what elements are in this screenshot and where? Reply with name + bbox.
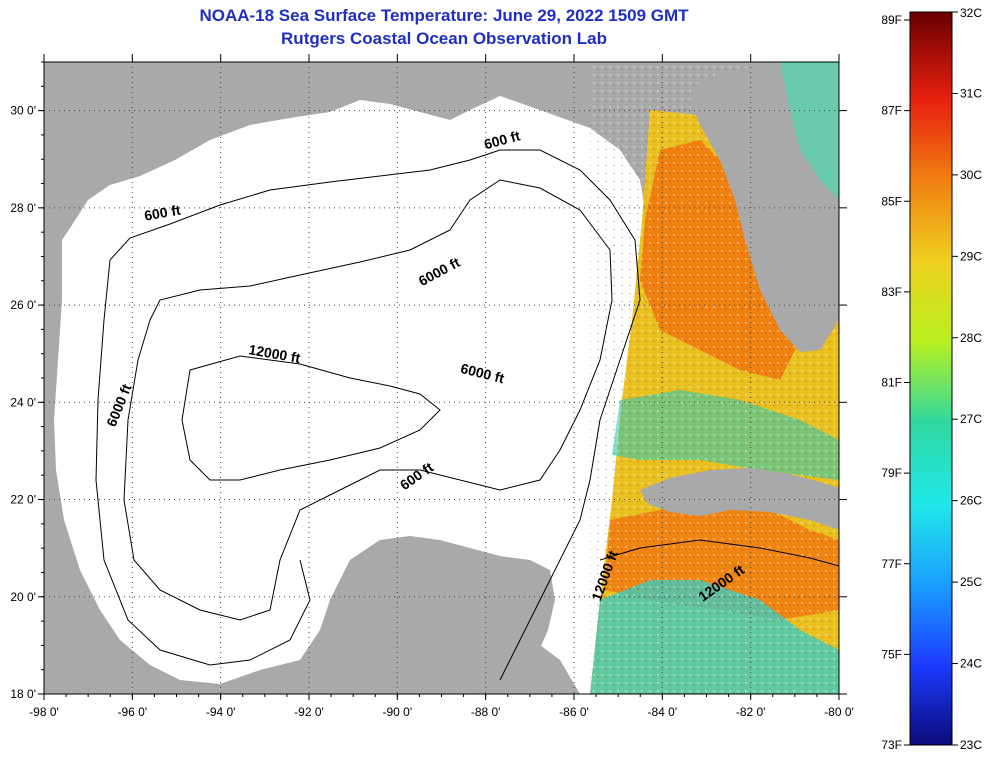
x-tick-label: -86 0' xyxy=(559,705,589,719)
x-tick-label: -84 0' xyxy=(648,705,678,719)
x-tick-label: -88 0' xyxy=(471,705,501,719)
florida-sst-cool xyxy=(780,62,839,200)
x-tick-label: -90 0' xyxy=(383,705,413,719)
colorbar-labels: 32C 31C 30C 29C 28C 27C 26C 25C 24C 23C 89F 87F 85F 8… xyxy=(881,6,982,752)
colorbar-label-f: 73F xyxy=(881,738,902,752)
colorbar-label-c: 23C xyxy=(960,738,982,752)
contour-600ft-west xyxy=(95,259,311,666)
y-tick-label: 18 0' xyxy=(10,687,36,701)
cuba-land xyxy=(640,468,839,530)
contour-6000ft xyxy=(123,179,613,621)
map-title: NOAA-18 Sea Surface Temperature: June 29… xyxy=(199,6,689,25)
colorbar-label-f: 79F xyxy=(881,466,902,480)
colorbar-label-c: 28C xyxy=(960,331,982,345)
y-tick-label: 22 0' xyxy=(10,493,36,507)
colorbar-label-c: 25C xyxy=(960,575,982,589)
colorbar-label-c: 27C xyxy=(960,412,982,426)
contour-label: 600 ft xyxy=(143,202,182,224)
y-tick-label: 30 0' xyxy=(10,104,36,118)
gulf-ocean xyxy=(54,96,650,694)
colorbar-label-f: 85F xyxy=(881,194,902,208)
colorbar-label-f: 81F xyxy=(881,376,902,390)
colorbar-label-c: 26C xyxy=(960,494,982,508)
map-subtitle: Rutgers Coastal Ocean Observation Lab xyxy=(281,29,607,48)
yucatan-land xyxy=(318,536,555,694)
y-tick-label: 28 0' xyxy=(10,201,36,215)
x-tick-label: -98 0' xyxy=(29,705,59,719)
y-tick-label: 24 0' xyxy=(10,395,36,409)
colorbar-label-f: 89F xyxy=(881,13,902,27)
colorbar-label-c: 31C xyxy=(960,86,982,100)
colorbar-label-f: 83F xyxy=(881,285,902,299)
colorbar-label-c: 29C xyxy=(960,249,982,263)
x-tick-label: -80 0' xyxy=(824,705,854,719)
colorbar-label-f: 87F xyxy=(881,104,902,118)
y-tick-label: 26 0' xyxy=(10,298,36,312)
colorbar-label-c: 30C xyxy=(960,168,982,182)
colorbar-label-c: 24C xyxy=(960,657,982,671)
colorbar-label-f: 75F xyxy=(881,647,902,661)
bathymetry-contours xyxy=(95,149,839,681)
x-tick-label: -94 0' xyxy=(206,705,236,719)
y-tick-label: 20 0' xyxy=(10,590,36,604)
contour-600ft xyxy=(109,149,641,681)
x-tick-label: -96 0' xyxy=(118,705,148,719)
contour-12000ft-caribbean xyxy=(599,539,839,567)
contour-12000ft xyxy=(181,355,441,481)
colorbar-label-c: 32C xyxy=(960,6,982,20)
x-tick-label: -82 0' xyxy=(736,705,766,719)
colorbar-label-f: 77F xyxy=(881,557,902,571)
colorbar-gradient xyxy=(909,11,953,746)
x-tick-label: -92 0' xyxy=(294,705,324,719)
